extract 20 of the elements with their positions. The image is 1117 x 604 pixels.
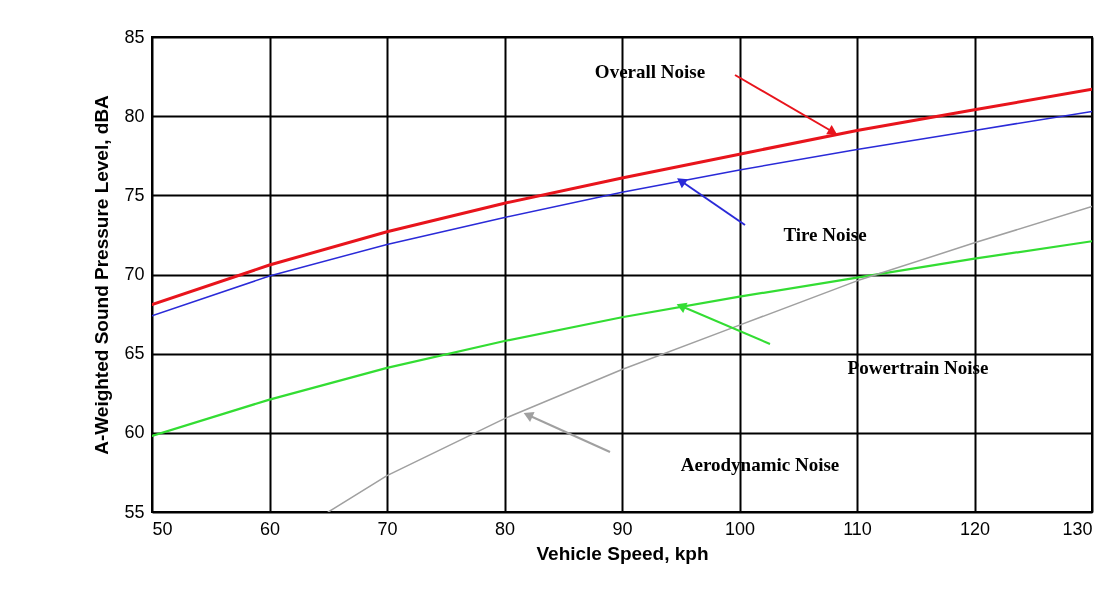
line-series xyxy=(327,205,1092,512)
x-tick-label: 80 xyxy=(494,518,516,539)
y-axis-title: A-Weighted Sound Pressure Level, dBA xyxy=(91,94,113,455)
line-series xyxy=(152,240,1092,438)
y-tick-label: 80 xyxy=(124,105,145,126)
y-tick-label: 60 xyxy=(124,422,145,443)
x-tick-label: 130 xyxy=(1062,518,1093,539)
x-tick-label: 120 xyxy=(959,518,991,539)
x-tick-label: 60 xyxy=(259,518,281,539)
x-tick-label: 110 xyxy=(843,518,872,539)
y-tick-label: 70 xyxy=(124,264,145,284)
x-tick-label: 100 xyxy=(724,518,756,539)
x-tick-label: 70 xyxy=(377,518,398,539)
x-tick-label: 90 xyxy=(612,518,633,539)
y-tick-label: 85 xyxy=(124,26,145,47)
y-tick-label: 65 xyxy=(124,343,145,364)
y-tick-label: 75 xyxy=(124,184,145,205)
x-tick-label: 50 xyxy=(152,518,173,539)
x-axis-title: Vehicle Speed, kph xyxy=(536,542,709,564)
y-tick-label: 55 xyxy=(124,501,145,522)
